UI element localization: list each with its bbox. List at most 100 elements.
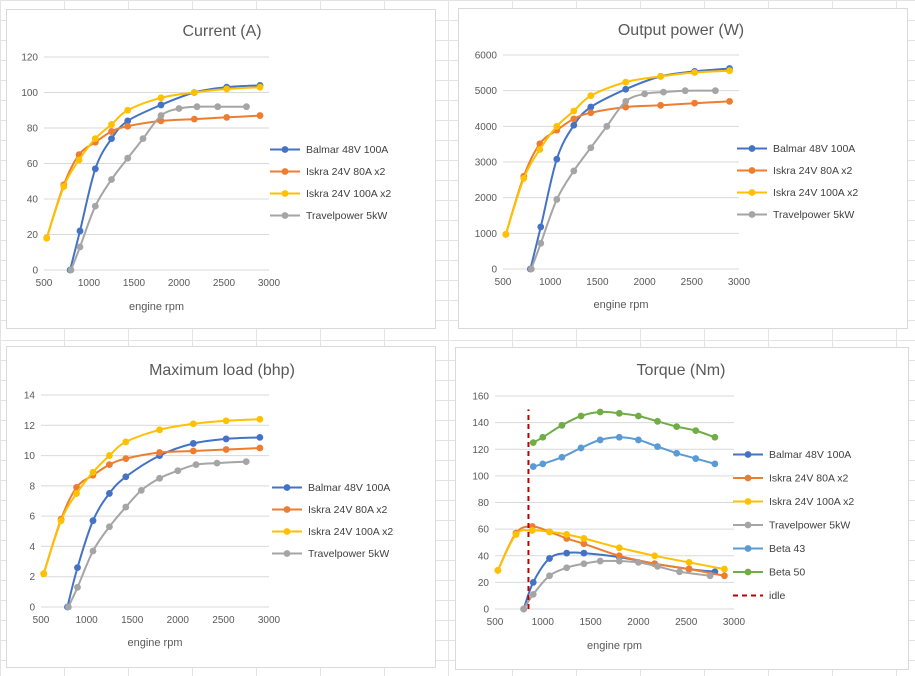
data-point	[558, 453, 566, 461]
legend-marker	[281, 212, 289, 219]
series-line	[504, 100, 730, 235]
data-point	[527, 265, 535, 273]
legend-marker	[748, 189, 756, 196]
data-point	[106, 490, 113, 497]
data-point	[106, 523, 113, 531]
data-point	[74, 583, 81, 591]
x-tick-label: 500	[36, 278, 53, 289]
y-tick-label: 40	[478, 551, 490, 562]
x-axis-label: engine rpm	[127, 637, 182, 649]
legend-marker	[744, 545, 752, 552]
legend-label: Travelpower 5kW	[308, 548, 389, 560]
series-beta-43	[529, 433, 719, 470]
legend-label: Iskra 24V 80A x2	[308, 504, 388, 516]
legend-item[interactable]: Iskra 24V 100A x2	[270, 188, 391, 200]
legend-item[interactable]: Travelpower 5kW	[272, 548, 389, 560]
data-point	[676, 568, 683, 576]
data-point	[520, 175, 528, 182]
y-tick-label: 2	[29, 572, 35, 583]
chart-torque[interactable]: Torque (Nm) 0 20 40 60 80 100 120 140 160 500 1000 1…	[455, 347, 909, 670]
legend-item[interactable]: Balmar 48V 100A	[270, 144, 388, 156]
chart-current[interactable]: Current (A) 0 20 40 60 80 100 120 500 1000 1500 200…	[6, 9, 436, 329]
legend-item[interactable]: Iskra 24V 80A x2	[270, 166, 386, 178]
chart-title: Maximum load (bhp)	[149, 362, 295, 379]
series-iskra-24v-100a-x2	[40, 415, 264, 578]
legend-marker	[744, 474, 752, 482]
chart-title: Torque (Nm)	[637, 362, 726, 379]
data-point	[157, 94, 165, 102]
chart-maximum-load[interactable]: Maximum load (bhp) 0 2 4 6 8 10 12 14 500 1000 1500…	[6, 346, 436, 668]
legend-item[interactable]: Beta 43	[733, 543, 805, 555]
chart-output-power[interactable]: Output power (W) 0 1000 2000 3000 4000 5000 600…	[458, 8, 908, 329]
data-point	[603, 122, 611, 130]
legend-item[interactable]: Iskra 24V 80A x2	[733, 473, 849, 485]
data-point	[222, 417, 230, 425]
data-point	[512, 531, 520, 538]
legend-item[interactable]: Travelpower 5kW	[270, 210, 387, 222]
x-tick-label: 3000	[258, 278, 281, 289]
data-point	[622, 103, 630, 111]
legend-label: Travelpower 5kW	[769, 520, 850, 532]
series-balmar-48v-100a	[66, 82, 264, 274]
data-point	[570, 167, 578, 175]
legend-item[interactable]: Balmar 48V 100A	[733, 449, 851, 461]
data-point	[494, 566, 502, 574]
legend-marker	[748, 167, 756, 174]
series-line	[45, 86, 261, 239]
y-tick-label: 12	[24, 421, 36, 432]
data-point	[124, 106, 132, 114]
data-point	[615, 544, 623, 552]
legend-label: Iskra 24V 80A x2	[769, 473, 849, 485]
data-point	[256, 415, 264, 423]
data-point	[222, 435, 230, 443]
x-tick-label: 3000	[258, 615, 281, 626]
legend-item[interactable]: Travelpower 5kW	[737, 209, 854, 221]
legend-item[interactable]: idle	[733, 590, 786, 602]
legend-item[interactable]: Iskra 24V 80A x2	[272, 504, 388, 516]
x-tick-label: 500	[495, 277, 512, 288]
data-point	[76, 227, 84, 235]
legend-item[interactable]: Balmar 48V 100A	[272, 482, 390, 494]
data-point	[570, 107, 578, 115]
y-tick-label: 4	[29, 542, 35, 553]
y-tick-label: 14	[24, 391, 36, 402]
data-point	[124, 154, 132, 162]
chart-svg: Current (A) 0 20 40 60 80 100 120 500 1000 1500 200…	[21, 23, 391, 313]
series-travelpower-5kw	[520, 557, 714, 613]
y-tick-label: 0	[483, 605, 489, 616]
data-point	[546, 528, 553, 536]
y-tick-label: 0	[29, 603, 35, 614]
chart-title: Output power (W)	[618, 22, 744, 39]
legend-item[interactable]: Iskra 24V 100A x2	[737, 187, 858, 199]
series-line	[42, 418, 260, 575]
legend-item[interactable]: Travelpower 5kW	[733, 520, 850, 532]
legend-label: Iskra 24V 100A x2	[773, 187, 858, 199]
data-point	[74, 564, 81, 572]
data-point	[587, 92, 595, 100]
legend-item[interactable]: Iskra 24V 100A x2	[733, 496, 854, 508]
x-tick-label: 1500	[586, 277, 609, 288]
y-tick-label: 4000	[475, 122, 498, 133]
data-point	[692, 455, 700, 462]
legend-item[interactable]: Beta 50	[733, 567, 805, 579]
legend-item[interactable]: Balmar 48V 100A	[737, 143, 855, 155]
data-point	[635, 412, 642, 420]
data-point	[190, 89, 198, 96]
data-point	[193, 103, 201, 111]
legend-label: Beta 43	[769, 543, 805, 555]
x-tick-label: 1500	[579, 617, 602, 628]
series-line	[532, 436, 716, 468]
legend-item[interactable]: Iskra 24V 100A x2	[272, 526, 393, 538]
x-tick-label: 2000	[168, 278, 191, 289]
data-point	[529, 578, 537, 586]
y-tick-label: 0	[32, 266, 38, 277]
data-point	[657, 73, 665, 80]
legend-marker	[283, 506, 291, 513]
data-point	[89, 468, 97, 476]
legend-label: Balmar 48V 100A	[308, 482, 390, 494]
y-tick-label: 160	[472, 392, 489, 403]
legend-item[interactable]: Iskra 24V 80A x2	[737, 165, 853, 177]
data-point	[685, 565, 693, 573]
x-tick-label: 2500	[675, 617, 698, 628]
data-point	[156, 426, 163, 434]
